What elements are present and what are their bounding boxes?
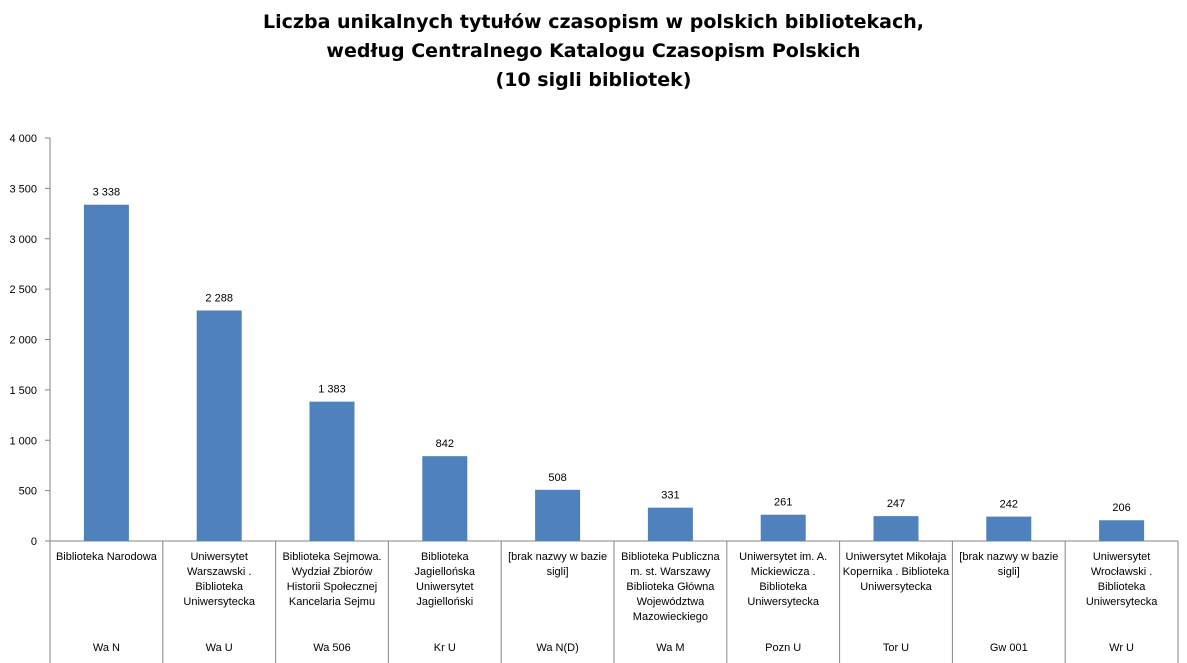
bar-value-label: 261 bbox=[774, 497, 792, 509]
x-category-label: [brak nazwy w bazie sigli] bbox=[959, 551, 1059, 578]
x-category-code: Gw 001 bbox=[989, 642, 1028, 654]
bar bbox=[1099, 520, 1145, 541]
bar-value-label: 842 bbox=[436, 438, 454, 450]
chart-title-line-3: (10 sigli bibliotek) bbox=[495, 69, 692, 91]
y-tick-label: 2 000 bbox=[9, 335, 37, 347]
bar-value-label: 247 bbox=[887, 498, 905, 510]
x-category-label: Uniwersytet im. A. Mickiewicza . Bibliot… bbox=[739, 551, 828, 608]
chart-data-labels: 3 338 2 288 1 383 842 508 331 261 247 242 206 bbox=[93, 187, 1131, 515]
bar-value-label: 331 bbox=[661, 490, 679, 502]
y-axis-ticks: 0 500 1 000 1 500 2 000 2 500 3 000 3 500 4 000 bbox=[9, 133, 37, 548]
y-tick-label: 2 500 bbox=[9, 284, 37, 296]
bar bbox=[760, 514, 806, 541]
x-category-code: Wa N(D) bbox=[536, 642, 579, 654]
x-category-code: Wa U bbox=[205, 642, 233, 654]
x-category-label: Uniwersytet Wrocławski . Biblioteka Uniw… bbox=[1085, 551, 1158, 608]
bar bbox=[309, 401, 355, 541]
bar bbox=[535, 489, 581, 541]
chart-title: Liczba unikalnych tytułów czasopism w po… bbox=[0, 8, 1187, 95]
bar bbox=[873, 516, 919, 541]
bar-value-label: 3 338 bbox=[93, 187, 121, 199]
x-category-code: Wa 506 bbox=[313, 642, 351, 654]
bar-value-label: 206 bbox=[1112, 502, 1130, 514]
x-category-code: Wa N bbox=[92, 642, 120, 654]
y-tick-label: 1 500 bbox=[9, 385, 37, 397]
x-category-code: Tor U bbox=[882, 642, 910, 654]
x-category-label: Biblioteka Narodowa bbox=[55, 551, 157, 563]
bar bbox=[647, 507, 693, 541]
y-tick-label: 3 500 bbox=[9, 183, 37, 195]
chart-title-line-1: Liczba unikalnych tytułów czasopism w po… bbox=[263, 11, 924, 33]
bar-value-label: 508 bbox=[548, 472, 566, 484]
x-category-label: Biblioteka Publiczna m. st. Warszawy Bib… bbox=[621, 551, 720, 623]
bar bbox=[196, 310, 242, 541]
x-category-label: Biblioteka Sejmowa. Wydział Zbiorów Hist… bbox=[282, 551, 382, 608]
chart-bars bbox=[83, 204, 1145, 541]
y-tick-label: 500 bbox=[19, 486, 37, 498]
y-tick-label: 0 bbox=[31, 536, 37, 548]
bar-value-label: 1 383 bbox=[318, 384, 346, 396]
x-category-code: Wa M bbox=[656, 642, 685, 654]
bar bbox=[422, 456, 468, 541]
bar bbox=[986, 516, 1032, 541]
x-category-label: [brak nazwy w bazie sigli] bbox=[508, 551, 608, 578]
x-category-label: Biblioteka Jagiellońska Uniwersytet Jagi… bbox=[414, 551, 476, 608]
y-tick-label: 1 000 bbox=[9, 435, 37, 447]
x-category-code: Pozn U bbox=[765, 642, 802, 654]
chart-title-line-2: według Centralnego Katalogu Czasopism Po… bbox=[326, 40, 861, 62]
x-category-code: Wr U bbox=[1109, 642, 1135, 654]
bar-value-label: 242 bbox=[1000, 499, 1018, 511]
x-category-label: Uniwersytet Mikołaja Kopernika . Bibliot… bbox=[842, 551, 950, 593]
y-tick-label: 4 000 bbox=[9, 133, 37, 145]
x-category-label: Uniwersytet Warszawski . Biblioteka Uniw… bbox=[183, 551, 255, 608]
x-category-code: Kr U bbox=[433, 642, 456, 654]
bar-value-label: 2 288 bbox=[205, 292, 233, 304]
y-tick-label: 3 000 bbox=[9, 234, 37, 246]
bar bbox=[83, 204, 129, 541]
